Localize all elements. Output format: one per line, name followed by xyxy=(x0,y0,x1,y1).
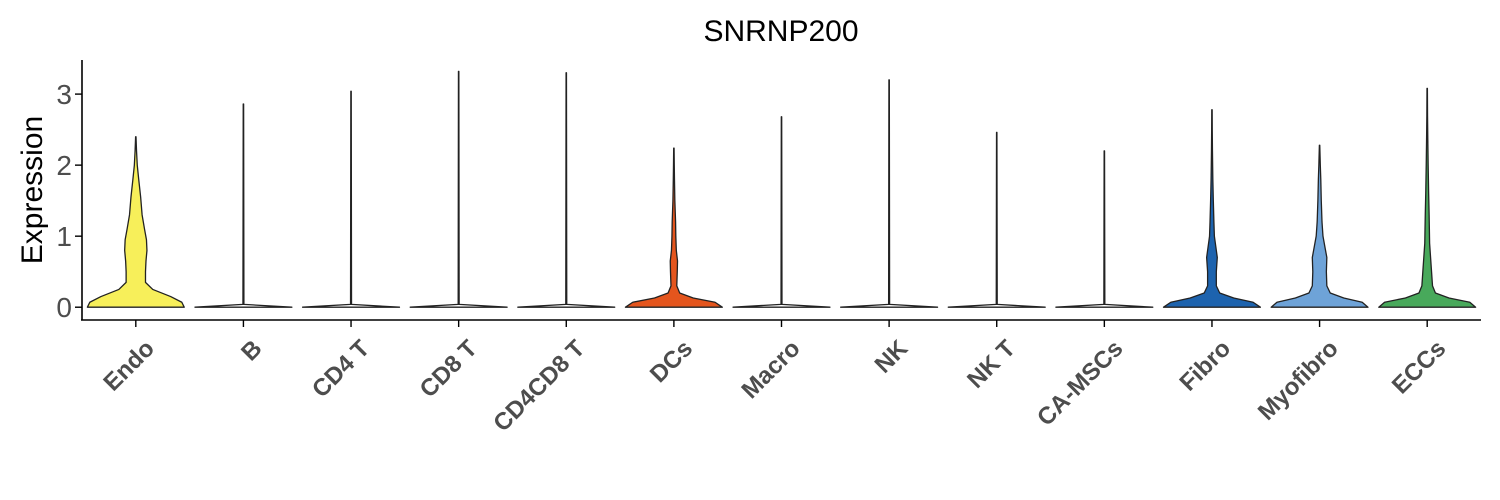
violin-cd8-t xyxy=(409,70,508,308)
x-tick-label-cd4cd8-t: CD4CD8 T xyxy=(488,335,590,437)
violin-endo xyxy=(86,136,185,308)
x-tick-label-dcs: DCs xyxy=(645,335,698,388)
violin-nk xyxy=(840,79,939,308)
x-tick-label-cd4-t: CD4 T xyxy=(307,335,375,403)
y-tick-label: 0 xyxy=(56,292,72,323)
violin-ca-mscs xyxy=(1055,150,1154,308)
x-axis-ticks: Endo B CD4 T CD8 T CD4CD8 T DCs Macro NK NK T CA-… xyxy=(98,320,1451,437)
violin-fibro xyxy=(1162,109,1262,308)
x-tick-label-macro: Macro xyxy=(737,335,806,404)
x-tick-label-fibro: Fibro xyxy=(1175,335,1237,397)
chart-title: SNRNP200 xyxy=(703,15,858,48)
violin-cd4-t xyxy=(301,90,401,308)
x-tick-label-b: B xyxy=(236,335,267,366)
x-tick-label-ca-mscs: CA-MSCs xyxy=(1032,335,1128,431)
violin-macro xyxy=(732,116,831,308)
y-axis-ticks: 0 1 2 3 xyxy=(56,79,82,323)
violin-group xyxy=(86,70,1477,308)
y-tick-label: 1 xyxy=(56,221,72,252)
violin-nk-t xyxy=(947,131,1046,308)
y-tick-label: 2 xyxy=(56,150,72,181)
x-tick-label-eccs: ECCs xyxy=(1387,335,1451,399)
y-axis-label: Expression xyxy=(16,116,49,264)
x-tick-label-nk-t: NK T xyxy=(962,335,1021,394)
violin-b xyxy=(194,103,293,308)
violin-dcs xyxy=(624,147,723,308)
x-tick-label-cd8-t: CD8 T xyxy=(415,335,483,403)
x-tick-label-nk: NK xyxy=(870,335,914,379)
y-tick-label: 3 xyxy=(56,79,72,110)
x-tick-label-myofibro: Myofibro xyxy=(1253,335,1344,426)
violin-myofibro xyxy=(1270,144,1369,308)
violin-eccs xyxy=(1378,87,1477,308)
x-tick-label-endo: Endo xyxy=(98,335,160,397)
violin-cd4cd8-t xyxy=(517,72,616,308)
